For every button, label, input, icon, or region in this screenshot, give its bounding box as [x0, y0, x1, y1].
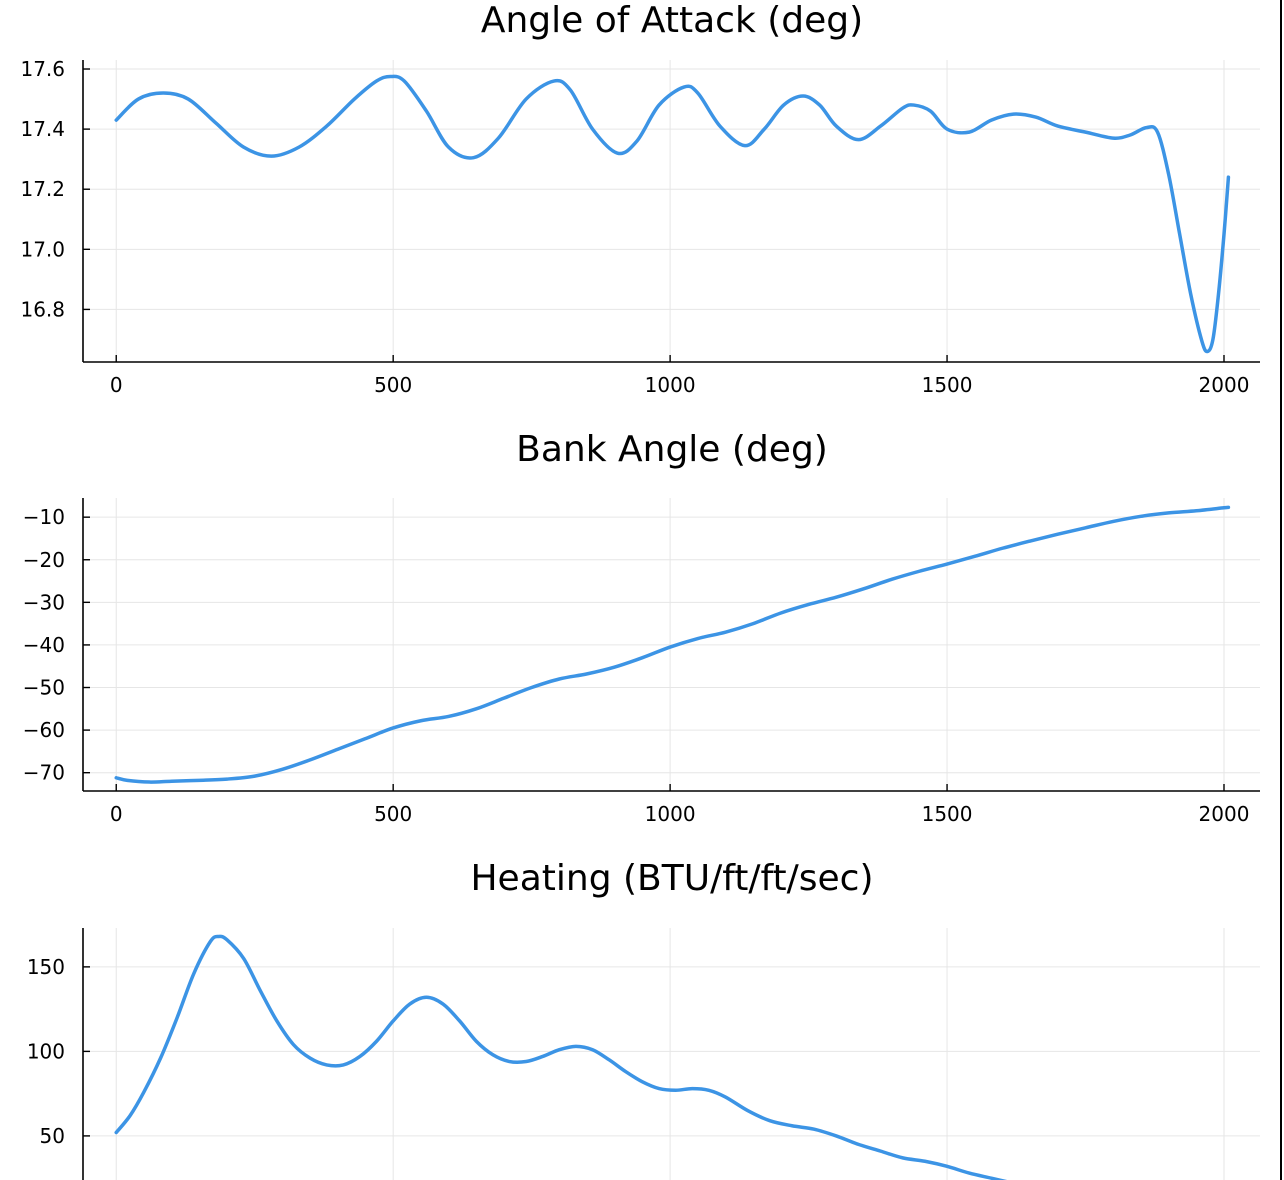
- series-line: [114, 934, 1008, 1180]
- x-tick-label: 2000: [1199, 802, 1250, 826]
- y-tick-label: 17.6: [20, 57, 65, 81]
- window-edge: [1280, 0, 1282, 1180]
- angle-of-attack-panel: Angle of Attack (deg) 0 500 1000 1500 2000 16…: [20, 0, 1260, 397]
- y-tick-label: 100: [27, 1039, 65, 1063]
- bank-angle-panel: Bank Angle (deg) 0 500 1000 1500 2000 −70 −60 −…: [23, 429, 1260, 826]
- y-tick-label: 16.8: [20, 297, 65, 321]
- x-tick-label: 1500: [922, 802, 973, 826]
- x-tick-label: 500: [374, 373, 412, 397]
- x-tick-label: 0: [110, 373, 123, 397]
- y-tick-label: −60: [23, 718, 65, 742]
- x-tick-label: 1000: [645, 373, 696, 397]
- x-tick-label: 500: [374, 802, 412, 826]
- y-tick-label: 17.0: [20, 237, 65, 261]
- chart-title: Bank Angle (deg): [516, 429, 828, 470]
- x-tick-label: 2000: [1199, 373, 1250, 397]
- y-tick-label: 50: [40, 1124, 65, 1148]
- series-line: [114, 505, 1231, 784]
- chart-title: Angle of Attack (deg): [481, 0, 863, 41]
- y-tick-label: 150: [27, 955, 65, 979]
- y-tick-label: 17.4: [20, 117, 65, 141]
- y-tick-label: −40: [23, 633, 65, 657]
- y-tick-label: −70: [23, 761, 65, 785]
- y-tick-label: 17.2: [20, 177, 65, 201]
- y-tick-label: −50: [23, 676, 65, 700]
- x-tick-label: 0: [110, 802, 123, 826]
- y-tick-label: −20: [23, 548, 65, 572]
- heating-panel: Heating (BTU/ft/ft/sec) 50 100 150: [27, 858, 1260, 1180]
- x-tick-label: 1000: [645, 802, 696, 826]
- series-line: [114, 74, 1231, 354]
- y-tick-label: −30: [23, 590, 65, 614]
- chart-title: Heating (BTU/ft/ft/sec): [470, 858, 873, 899]
- y-tick-label: −10: [23, 505, 65, 529]
- x-tick-label: 1500: [922, 373, 973, 397]
